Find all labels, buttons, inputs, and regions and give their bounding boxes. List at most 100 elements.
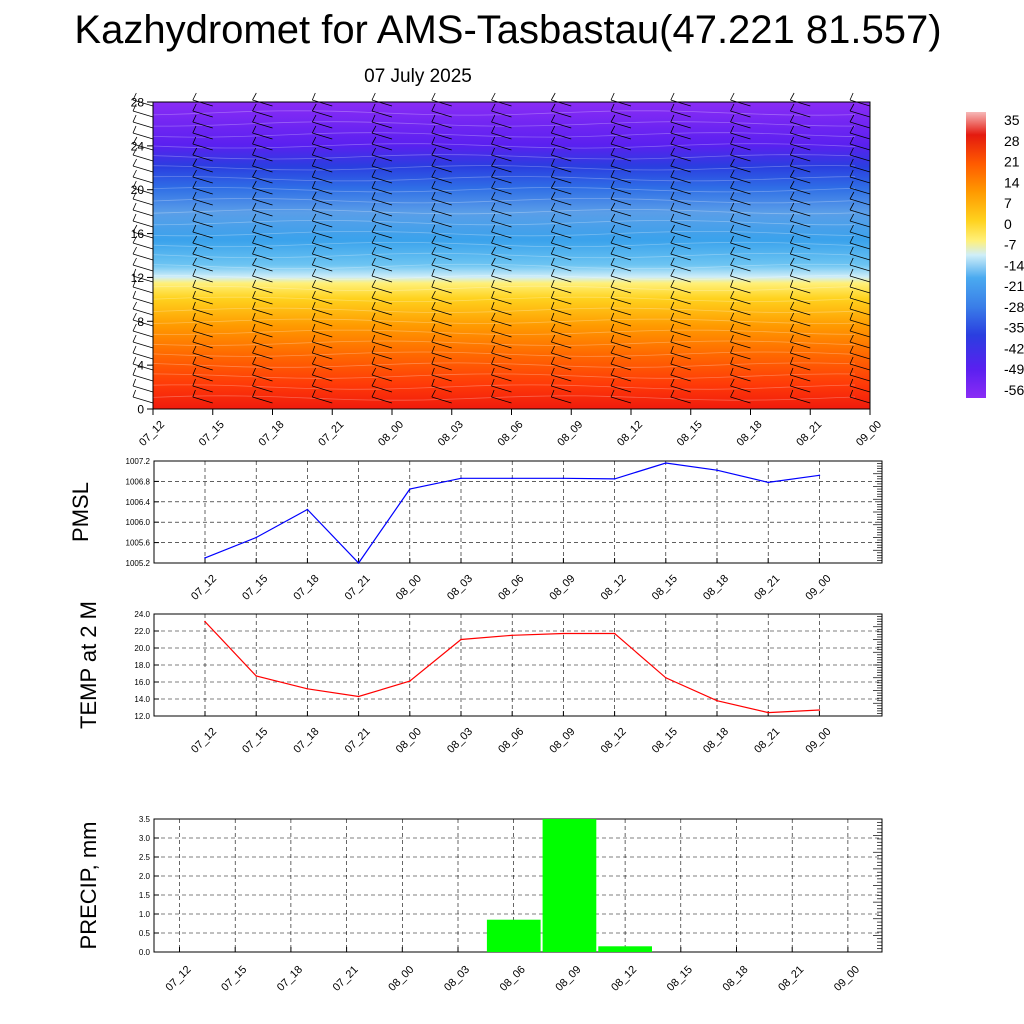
wind-barb-shaft	[849, 363, 871, 371]
wind-barb-flag	[610, 213, 616, 222]
temp-2m-x-tick-label: 09_00	[803, 726, 833, 756]
wind-barb-flag	[491, 147, 495, 156]
wind-barb-flag	[132, 268, 137, 277]
temp-2m-point	[818, 709, 821, 711]
pmsl-x-tick-label: 07_15	[240, 573, 270, 603]
wind-barb-shaft	[371, 99, 393, 107]
wind-barb-flag	[311, 268, 317, 277]
wind-barb-shaft	[849, 99, 871, 107]
wind-barb-shaft	[790, 220, 811, 228]
wind-barb-flag	[132, 246, 137, 255]
pmsl-y-tick-label: 1005.6	[126, 539, 151, 548]
temp-2m-y-tick-label: 24.0	[134, 610, 150, 619]
wind-barb-flag	[610, 279, 615, 288]
wind-barb-flag	[730, 147, 734, 156]
wind-barb-shaft	[730, 143, 751, 151]
wind-barb-shaft	[849, 220, 871, 228]
wind-barb-shaft	[790, 242, 811, 250]
profile-x-tick-label: 07_12	[137, 419, 167, 449]
wind-barb-shaft	[252, 154, 273, 162]
wind-barb-flag	[550, 136, 556, 145]
wind-barb-shaft	[790, 385, 811, 393]
wind-barb-shaft	[610, 385, 632, 393]
wind-barb-flag	[192, 213, 197, 222]
wind-barb-flag	[192, 235, 198, 244]
wind-barb-flag	[670, 268, 675, 277]
wind-barb-shaft	[312, 330, 333, 338]
wind-barb-shaft	[132, 264, 154, 272]
wind-barb-shaft	[192, 308, 213, 316]
wind-barb-flag	[670, 158, 675, 167]
wind-barb-flag	[252, 180, 257, 189]
profile-y-tick-label: 8	[137, 315, 144, 329]
precip-x-tick-label: 07_15	[219, 964, 249, 994]
wind-barb-shaft	[192, 143, 213, 151]
wind-barb-flag	[849, 323, 854, 332]
wind-barb-flag	[252, 356, 257, 365]
wind-barb-flag	[311, 169, 316, 178]
wind-barb-flag	[789, 125, 795, 134]
precip-y-tick-label: 0.5	[139, 929, 151, 938]
wind-barb-shaft	[551, 275, 572, 283]
wind-barb-shaft	[670, 374, 691, 382]
precip-x-tick-label: 07_18	[275, 964, 305, 994]
wind-barb-shaft	[551, 352, 572, 360]
wind-barb-shaft	[491, 264, 512, 272]
wind-barb-flag	[192, 323, 197, 332]
wind-barb-flag	[550, 246, 555, 255]
wind-barb-flag	[550, 147, 555, 156]
wind-barb-shaft	[132, 374, 154, 382]
wind-barb-shaft	[610, 187, 632, 195]
wind-barb-flag	[132, 125, 137, 134]
wind-barb-shaft	[192, 297, 213, 305]
wind-barb-flag	[491, 191, 496, 200]
precip-y-tick-label: 3.5	[139, 815, 151, 824]
wind-barb-shaft	[312, 253, 333, 261]
wind-barb-flag	[431, 246, 436, 255]
wind-barb-shaft	[610, 154, 632, 162]
wind-barb-flag	[311, 158, 316, 167]
contour-line	[152, 318, 856, 324]
wind-barb-shaft	[252, 308, 273, 316]
wind-barb-flag	[491, 257, 496, 266]
wind-barb-shaft	[312, 154, 333, 162]
profile-y-tick-label: 4	[137, 359, 144, 373]
profile-x-tick-label: 08_00	[376, 419, 406, 449]
wind-barb-shaft	[670, 319, 691, 327]
wind-barb-shaft	[849, 385, 871, 393]
wind-barb-flag	[371, 268, 375, 277]
wind-barb-flag	[431, 125, 436, 134]
wind-barb-shaft	[431, 198, 452, 206]
contour-line	[152, 198, 856, 204]
wind-barb-shaft	[730, 374, 751, 382]
wind-barb-shaft	[312, 352, 333, 360]
contour-line	[152, 263, 856, 270]
wind-barb-shaft	[312, 187, 333, 195]
wind-barb-shaft	[252, 165, 273, 173]
wind-barb-shaft	[551, 264, 572, 272]
wind-barb-shaft	[790, 319, 811, 327]
wind-barb-shaft	[252, 363, 273, 371]
wind-barb-flag	[491, 356, 495, 365]
wind-barb-flag	[252, 191, 257, 200]
wind-barb-flag	[491, 180, 496, 189]
wind-barb-shaft	[730, 253, 751, 261]
wind-barb-flag	[431, 224, 436, 233]
profile-x-tick-label: 08_18	[735, 419, 765, 449]
wind-barb-shaft	[192, 396, 213, 404]
wind-barb-flag	[610, 136, 616, 145]
pmsl-point	[357, 562, 360, 564]
wind-barb-shaft	[849, 165, 871, 173]
wind-barb-shaft	[312, 165, 333, 173]
wind-barb-flag	[550, 301, 555, 310]
wind-barb-shaft	[610, 308, 632, 316]
temp-2m-x-tick-label: 07_15	[240, 726, 270, 756]
wind-barb-flag	[610, 147, 615, 156]
wind-barb-shaft	[491, 165, 512, 173]
wind-barb-shaft	[551, 198, 572, 206]
wind-barb-shaft	[132, 121, 154, 129]
profile-y-tick-label: 28	[131, 96, 145, 110]
wind-barb-shaft	[790, 121, 811, 129]
wind-barb-flag	[670, 125, 675, 134]
wind-barb-shaft	[790, 231, 811, 239]
